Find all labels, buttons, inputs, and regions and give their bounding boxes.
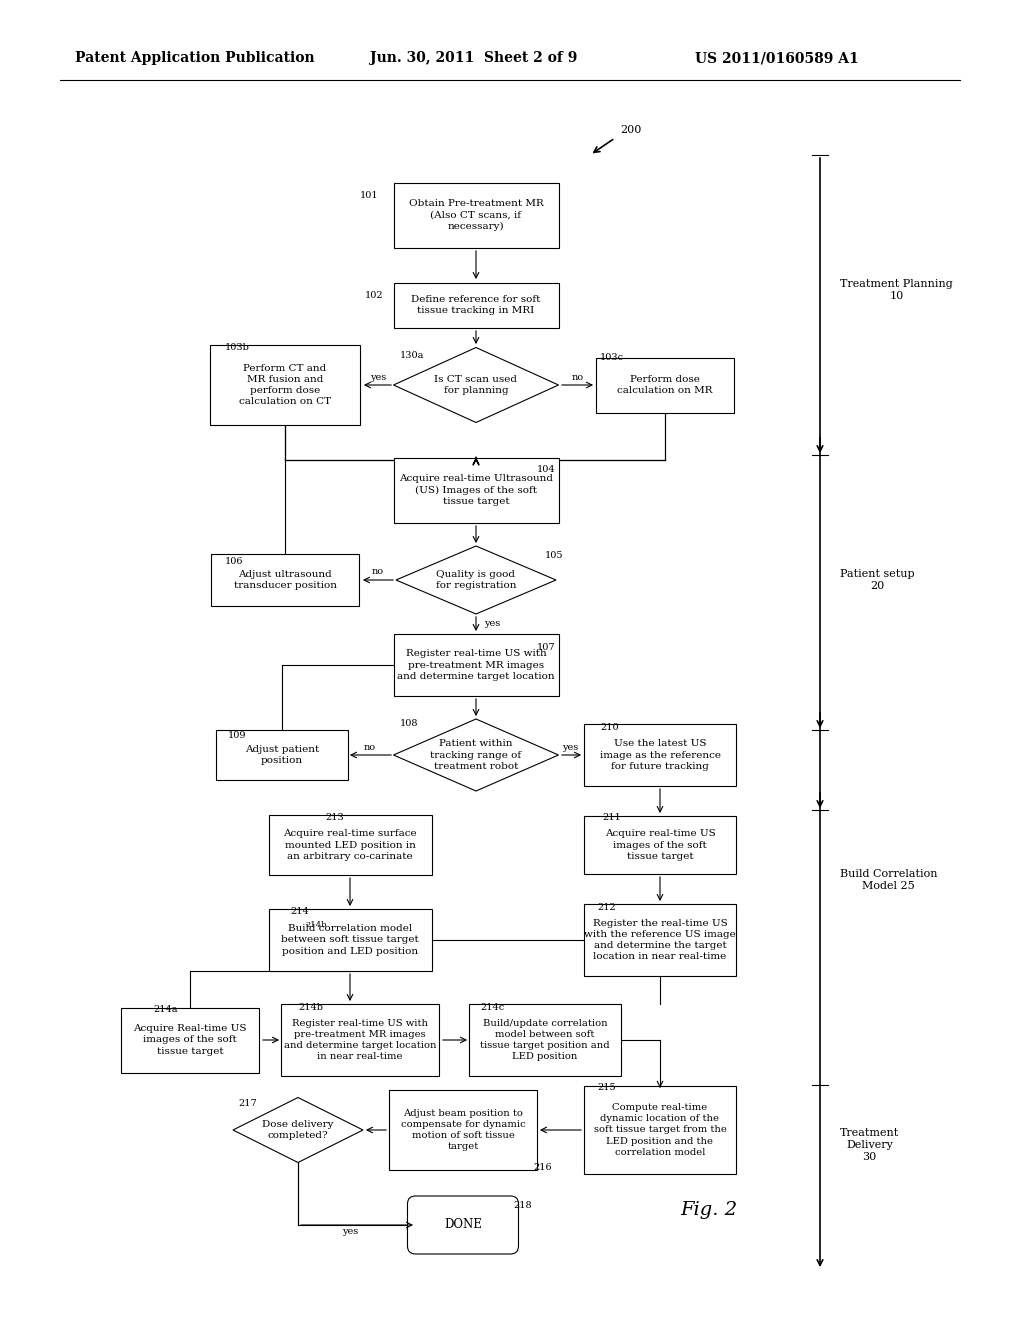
- Text: yes: yes: [342, 1228, 358, 1237]
- Text: Register real-time US with
pre-treatment MR images
and determine target location: Register real-time US with pre-treatment…: [284, 1019, 436, 1061]
- Text: Adjust ultrasound
transducer position: Adjust ultrasound transducer position: [233, 570, 337, 590]
- FancyBboxPatch shape: [584, 1086, 736, 1173]
- Text: Fig. 2: Fig. 2: [680, 1201, 737, 1218]
- Text: 214: 214: [290, 908, 309, 916]
- Text: Patent Application Publication: Patent Application Publication: [75, 51, 314, 65]
- Text: yes: yes: [370, 372, 386, 381]
- Text: no: no: [372, 568, 384, 577]
- Text: 214b: 214b: [305, 921, 327, 929]
- Text: Perform dose
calculation on MR: Perform dose calculation on MR: [617, 375, 713, 395]
- Text: 217: 217: [238, 1098, 257, 1107]
- FancyBboxPatch shape: [596, 358, 734, 412]
- Polygon shape: [393, 719, 558, 791]
- FancyBboxPatch shape: [393, 282, 558, 327]
- Text: US 2011/0160589 A1: US 2011/0160589 A1: [695, 51, 859, 65]
- Text: 210: 210: [600, 722, 618, 731]
- Text: Build correlation model
between soft tissue target
position and LED position: Build correlation model between soft tis…: [282, 924, 419, 956]
- Text: Register the real-time US
with the reference US image
and determine the target
l: Register the real-time US with the refer…: [584, 919, 736, 961]
- Text: Build Correlation
Model 25: Build Correlation Model 25: [840, 869, 938, 891]
- Text: 108: 108: [400, 719, 419, 729]
- Text: 130a: 130a: [400, 351, 424, 359]
- FancyBboxPatch shape: [216, 730, 348, 780]
- Text: Acquire real-time US
images of the soft
tissue target: Acquire real-time US images of the soft …: [604, 829, 716, 861]
- Text: DONE: DONE: [444, 1218, 482, 1232]
- Text: Acquire real-time Ultrasound
(US) Images of the soft
tissue target: Acquire real-time Ultrasound (US) Images…: [399, 474, 553, 506]
- Text: 107: 107: [537, 644, 556, 652]
- Text: 102: 102: [365, 290, 384, 300]
- Text: Adjust beam position to
compensate for dynamic
motion of soft tissue
target: Adjust beam position to compensate for d…: [400, 1109, 525, 1151]
- FancyBboxPatch shape: [268, 909, 431, 972]
- FancyBboxPatch shape: [393, 458, 558, 523]
- Text: 213: 213: [325, 813, 344, 822]
- FancyBboxPatch shape: [211, 554, 359, 606]
- Text: 103c: 103c: [600, 354, 624, 363]
- Text: no: no: [364, 742, 376, 751]
- Text: 216: 216: [534, 1163, 552, 1172]
- FancyBboxPatch shape: [393, 634, 558, 696]
- Text: 214c: 214c: [480, 1002, 504, 1011]
- FancyBboxPatch shape: [408, 1196, 518, 1254]
- FancyBboxPatch shape: [393, 182, 558, 248]
- Polygon shape: [233, 1097, 362, 1163]
- Text: 105: 105: [545, 552, 563, 561]
- Text: 214a: 214a: [153, 1006, 177, 1015]
- Text: Use the latest US
image as the reference
for future tracking: Use the latest US image as the reference…: [599, 739, 721, 771]
- Text: 218: 218: [513, 1200, 531, 1209]
- Text: 104: 104: [537, 466, 556, 474]
- Text: 214b: 214b: [298, 1002, 323, 1011]
- Text: Quality is good
for registration: Quality is good for registration: [436, 570, 516, 590]
- Text: Build/update correlation
model between soft
tissue target position and
LED posit: Build/update correlation model between s…: [480, 1019, 610, 1061]
- Text: 211: 211: [602, 813, 621, 822]
- Text: Jun. 30, 2011  Sheet 2 of 9: Jun. 30, 2011 Sheet 2 of 9: [370, 51, 578, 65]
- Text: Treatment
Delivery
30: Treatment Delivery 30: [840, 1129, 899, 1162]
- FancyBboxPatch shape: [469, 1005, 621, 1076]
- FancyBboxPatch shape: [281, 1005, 439, 1076]
- Text: Obtain Pre-treatment MR
(Also CT scans, if
necessary): Obtain Pre-treatment MR (Also CT scans, …: [409, 199, 544, 231]
- Text: Register real-time US with
pre-treatment MR images
and determine target location: Register real-time US with pre-treatment…: [397, 649, 555, 681]
- Text: yes: yes: [484, 619, 501, 627]
- Text: Adjust patient
position: Adjust patient position: [245, 744, 319, 766]
- Text: Compute real-time
dynamic location of the
soft tissue target from the
LED positi: Compute real-time dynamic location of th…: [594, 1104, 726, 1156]
- Text: 106: 106: [225, 557, 244, 566]
- Text: 212: 212: [597, 903, 615, 912]
- Text: Acquire Real-time US
images of the soft
tissue target: Acquire Real-time US images of the soft …: [133, 1024, 247, 1056]
- Text: 109: 109: [228, 730, 247, 739]
- FancyBboxPatch shape: [584, 816, 736, 874]
- FancyBboxPatch shape: [268, 814, 431, 875]
- FancyBboxPatch shape: [584, 723, 736, 785]
- Text: Is CT scan used
for planning: Is CT scan used for planning: [434, 375, 517, 395]
- Text: Patient within
tracking range of
treatment robot: Patient within tracking range of treatme…: [430, 739, 521, 771]
- FancyBboxPatch shape: [584, 904, 736, 975]
- Text: 215: 215: [597, 1084, 615, 1093]
- Text: no: no: [572, 372, 584, 381]
- Text: 200: 200: [620, 125, 641, 135]
- Polygon shape: [393, 347, 558, 422]
- FancyBboxPatch shape: [210, 345, 360, 425]
- Text: 103b: 103b: [225, 343, 250, 352]
- Text: Treatment Planning
10: Treatment Planning 10: [840, 280, 952, 301]
- FancyBboxPatch shape: [389, 1090, 537, 1170]
- Text: Patient setup
20: Patient setup 20: [840, 569, 914, 591]
- Text: yes: yes: [562, 742, 579, 751]
- Polygon shape: [396, 546, 556, 614]
- Text: Define reference for soft
tissue tracking in MRI: Define reference for soft tissue trackin…: [412, 294, 541, 315]
- FancyBboxPatch shape: [121, 1007, 259, 1072]
- Text: Acquire real-time surface
mounted LED position in
an arbitrary co-carinate: Acquire real-time surface mounted LED po…: [284, 829, 417, 861]
- Text: 101: 101: [360, 190, 379, 199]
- Text: Dose delivery
completed?: Dose delivery completed?: [262, 1119, 334, 1140]
- Text: Perform CT and
MR fusion and
perform dose
calculation on CT: Perform CT and MR fusion and perform dos…: [239, 364, 331, 407]
